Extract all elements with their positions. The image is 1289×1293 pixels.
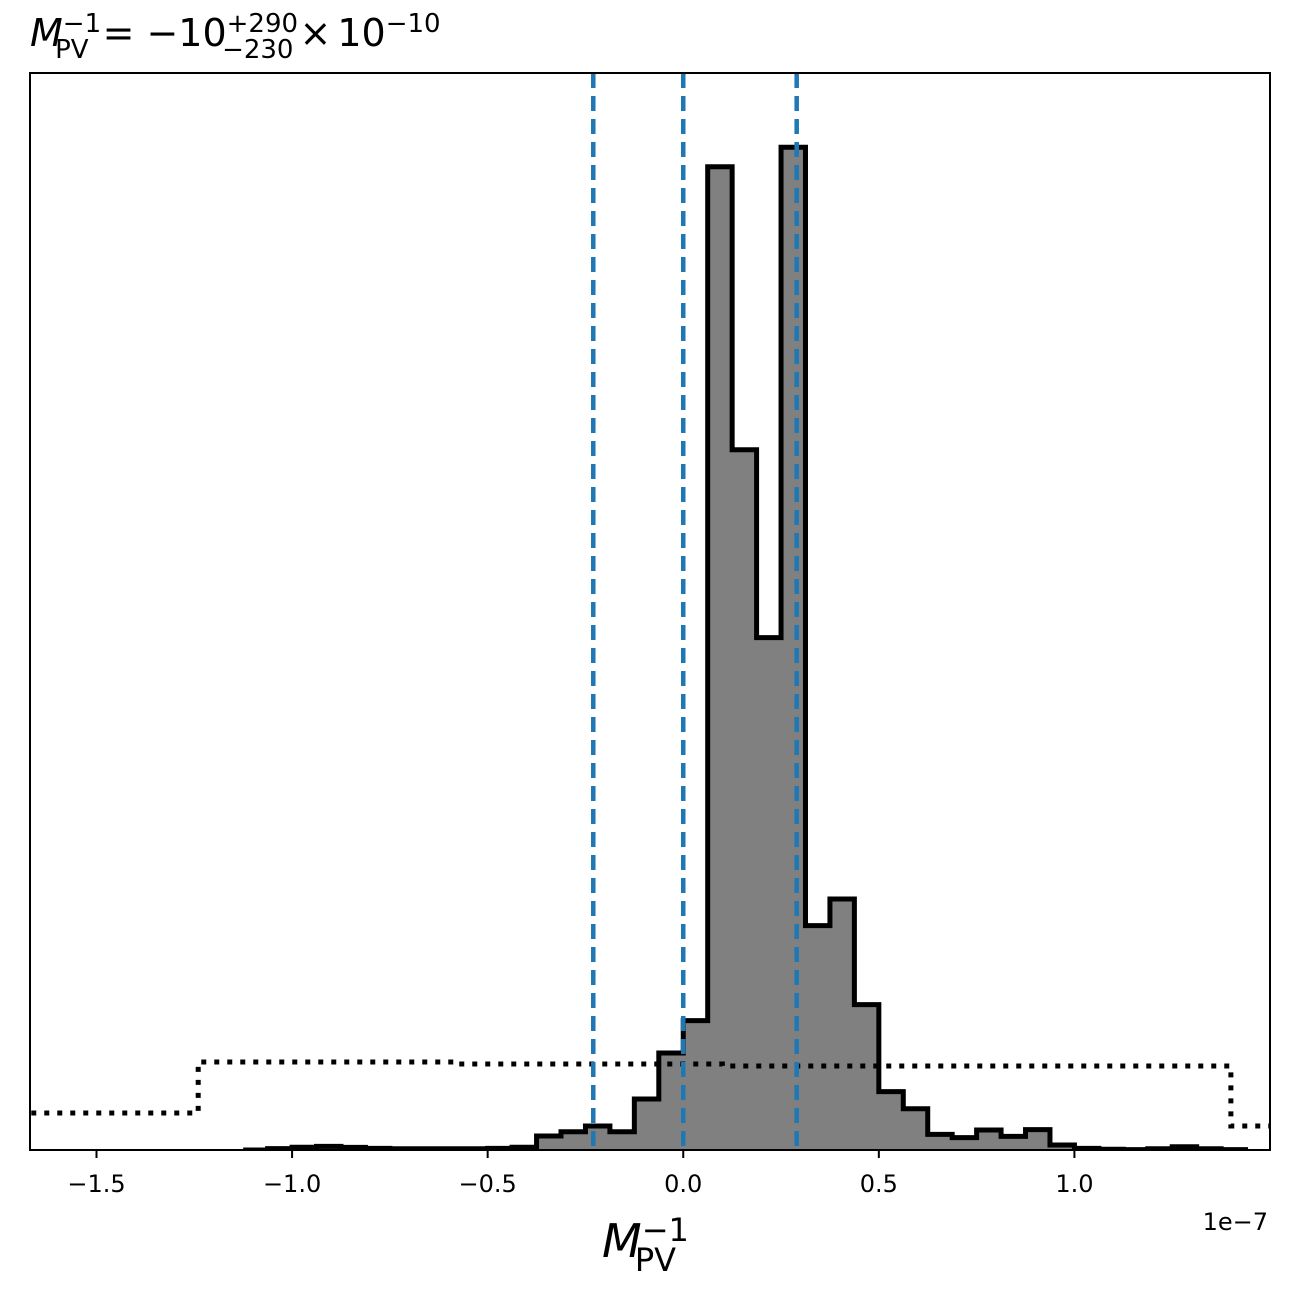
- posterior-bar: [1001, 1136, 1027, 1150]
- title-exp-base: 10: [337, 11, 385, 55]
- x-tick-label: −1.0: [263, 1170, 321, 1198]
- title-exp-power: −10: [386, 9, 441, 39]
- posterior-bar: [976, 1130, 1002, 1150]
- chart-title: M−1 PV = −10+290 −230 × 10−10: [30, 9, 441, 65]
- x-offset-label: 1e−7: [1203, 1208, 1268, 1236]
- title-superscript: −1: [63, 9, 101, 39]
- title-subscript: PV: [55, 35, 89, 65]
- posterior-bar: [829, 899, 855, 1150]
- xlabel-superscript: −1: [642, 1211, 689, 1249]
- posterior-bar: [756, 637, 782, 1150]
- xlabel-subscript: PV: [635, 1241, 676, 1279]
- plot-area: [30, 73, 1270, 1150]
- title-equals: =: [103, 11, 135, 55]
- posterior-bar: [781, 147, 806, 1150]
- title-err-minus: −230: [222, 35, 293, 65]
- title-symbol: M: [30, 11, 63, 55]
- title-value: −10: [146, 11, 226, 55]
- xlabel-symbol: M: [602, 1214, 642, 1268]
- x-tick-label: −0.5: [459, 1170, 517, 1198]
- posterior-bar: [878, 1091, 904, 1150]
- prior-outline: [30, 1059, 1270, 1129]
- x-tick-label: −1.5: [67, 1170, 125, 1198]
- posterior-bars: [267, 147, 1247, 1150]
- posterior-bar: [561, 1131, 586, 1150]
- x-axis-label: M−1 PV: [602, 1211, 689, 1279]
- posterior-bar: [927, 1134, 953, 1150]
- posterior-bar: [732, 449, 758, 1150]
- credible-interval-lines: [591, 73, 799, 1150]
- posterior-bar: [683, 1020, 709, 1150]
- posterior-bar: [805, 925, 831, 1150]
- posterior-bar: [634, 1099, 660, 1150]
- posterior-bar: [585, 1126, 611, 1150]
- posterior-bar: [609, 1131, 635, 1150]
- posterior-bar: [903, 1108, 929, 1150]
- axes-frame: [29, 72, 1271, 1151]
- posterior-bar: [707, 166, 733, 1150]
- posterior-bar: [854, 1004, 880, 1150]
- posterior-bar: [658, 1053, 684, 1150]
- x-axis-ticks: −1.5 −1.0 −0.5 0.0 0.5 1.0: [67, 1150, 1094, 1198]
- title-err-plus: +290: [227, 9, 298, 39]
- x-tick-label: 1.0: [1055, 1170, 1093, 1198]
- posterior-bar: [952, 1137, 978, 1150]
- posterior-outline: [243, 144, 1249, 1150]
- posterior-bar: [536, 1136, 562, 1150]
- x-tick-label: 0.5: [860, 1170, 898, 1198]
- title-times: ×: [299, 11, 331, 55]
- x-tick-label: 0.0: [664, 1170, 702, 1198]
- posterior-bar: [1025, 1129, 1051, 1150]
